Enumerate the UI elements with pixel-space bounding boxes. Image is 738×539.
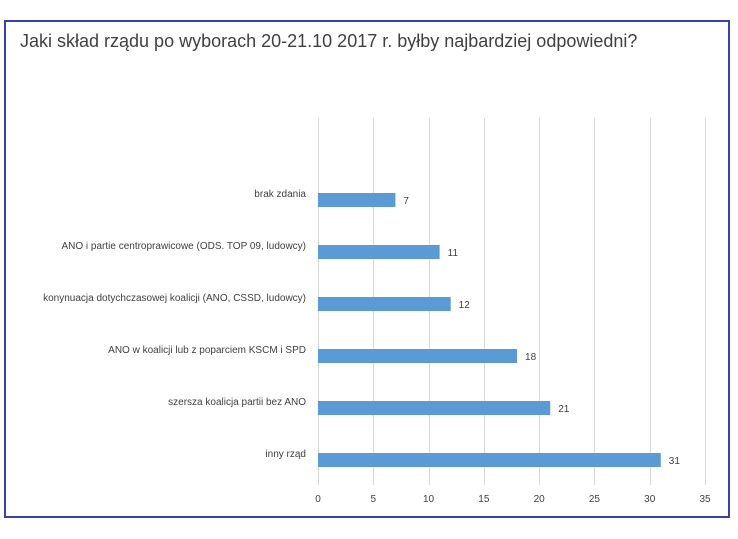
data-label: 11	[448, 248, 459, 259]
category-label: konynuacja dotychczasowej koalicji (ANO,…	[43, 293, 306, 304]
data-label: 21	[558, 404, 570, 415]
x-tick-label: 15	[478, 494, 490, 505]
category-label: ANO i partie centroprawicowe (ODS. TOP 0…	[61, 241, 306, 252]
x-tick-labels: 0 5 10 15 20 25 30 35	[315, 494, 711, 505]
bar	[318, 453, 661, 467]
bar	[318, 349, 518, 363]
x-tick-label: 20	[534, 494, 546, 505]
data-labels: 7 11 12 18 21 31	[403, 196, 680, 467]
x-tick-label: 10	[423, 494, 435, 505]
bars	[318, 193, 661, 467]
category-label: inny rząd	[265, 449, 306, 460]
x-tick-label: 35	[699, 494, 711, 505]
data-label: 7	[403, 196, 409, 207]
chart-frame: Jaki skład rządu po wyborach 20-21.10 20…	[4, 20, 730, 518]
chart-title: Jaki skład rządu po wyborach 20-21.10 20…	[20, 31, 638, 51]
data-label: 18	[525, 352, 537, 363]
x-tick-label: 30	[644, 494, 656, 505]
bar	[318, 245, 440, 259]
data-label: 12	[459, 300, 471, 311]
category-labels: brak zdania ANO i partie centroprawicowe …	[43, 189, 306, 460]
x-tick-label: 25	[589, 494, 601, 505]
x-tick-label: 5	[371, 494, 377, 505]
bar	[318, 193, 396, 207]
category-label: szersza koalicja partii bez ANO	[168, 397, 306, 408]
category-label: brak zdania	[254, 189, 306, 200]
bar	[318, 401, 551, 415]
category-label: ANO w koalicji lub z poparciem KSCM i SP…	[108, 345, 306, 356]
x-tick-label: 0	[315, 494, 321, 505]
data-label: 31	[669, 456, 681, 467]
bar	[318, 297, 451, 311]
